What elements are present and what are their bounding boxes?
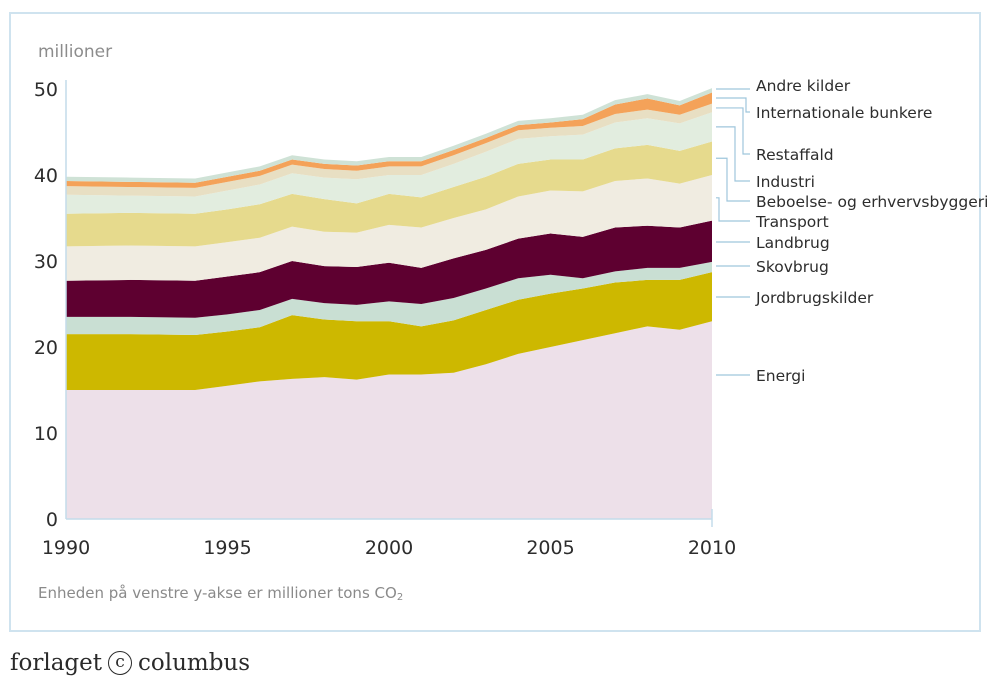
area-energi — [66, 321, 712, 519]
legend-label-jordbrugskilder: Jordbrugskilder — [755, 289, 874, 307]
y-axis-unit-label: millioner — [38, 42, 112, 62]
legend-label-energi: Energi — [756, 367, 805, 385]
area-industri — [66, 112, 712, 214]
y-tick-label: 0 — [46, 509, 58, 531]
area-layers — [66, 88, 712, 519]
area-internationale-bunkere — [66, 92, 712, 188]
y-tick-label: 10 — [34, 423, 58, 445]
y-tick-label: 30 — [34, 251, 58, 273]
legend-leader-industri — [716, 126, 750, 182]
copyright-icon: c — [108, 651, 132, 675]
area-transport — [66, 175, 712, 281]
area-skovbrug — [66, 261, 712, 335]
y-tick-label: 20 — [34, 337, 58, 359]
area-andre-kilder — [66, 88, 712, 183]
area-restaffald — [66, 103, 712, 197]
legend-label-landbrug: Landbrug — [756, 234, 830, 252]
legend-label-restaffald: Restaffald — [756, 146, 834, 164]
area-beboelse-og-erhvervsbyggeri — [66, 141, 712, 247]
publisher-name-left: forlaget — [10, 650, 102, 676]
x-tick-label: 1995 — [203, 537, 251, 559]
x-tick-label: 2000 — [365, 537, 413, 559]
y-tick-label: 50 — [34, 79, 58, 101]
publisher-logo: forlaget c columbus — [10, 650, 250, 676]
unit-note: Enheden på venstre y-akse er millioner t… — [38, 584, 403, 603]
y-tick-label: 40 — [34, 165, 58, 187]
x-tick-label: 2010 — [688, 537, 736, 559]
legend-label-transport: Transport — [755, 213, 829, 231]
legend-label-internationale-bunkere: Internationale bunkere — [756, 104, 932, 122]
publisher-name-right: columbus — [138, 650, 251, 676]
unit-note-text: Enheden på venstre y-akse er millioner t… — [38, 584, 397, 602]
x-tick-label: 1990 — [42, 537, 90, 559]
legend-leader-transport — [716, 197, 750, 222]
legend-leader-restaffald — [716, 107, 750, 155]
legend-label-andre-kilder: Andre kilder — [756, 77, 851, 95]
legend-label-skovbrug: Skovbrug — [756, 258, 829, 276]
axes: 0 10 20 30 40 50 1990 1995 2000 2005 2010 — [34, 79, 736, 559]
legend-leader-internationale-bunkere — [716, 97, 750, 113]
legend-label-beboelse-og-erhvervsbyggeri: Beboelse- og erhvervsbyggeri — [756, 193, 988, 211]
area-jordbrugskilder — [66, 272, 712, 390]
area-landbrug — [66, 220, 712, 318]
legend-leader-beboelse-og-erhvervsbyggeri — [716, 157, 750, 202]
legend-label-industri: Industri — [756, 173, 815, 191]
legend: Energi Jordbrugskilder Skovbrug Landbrug Tra… — [716, 77, 988, 385]
unit-note-subscript: 2 — [396, 592, 404, 603]
x-tick-label: 2005 — [526, 537, 574, 559]
